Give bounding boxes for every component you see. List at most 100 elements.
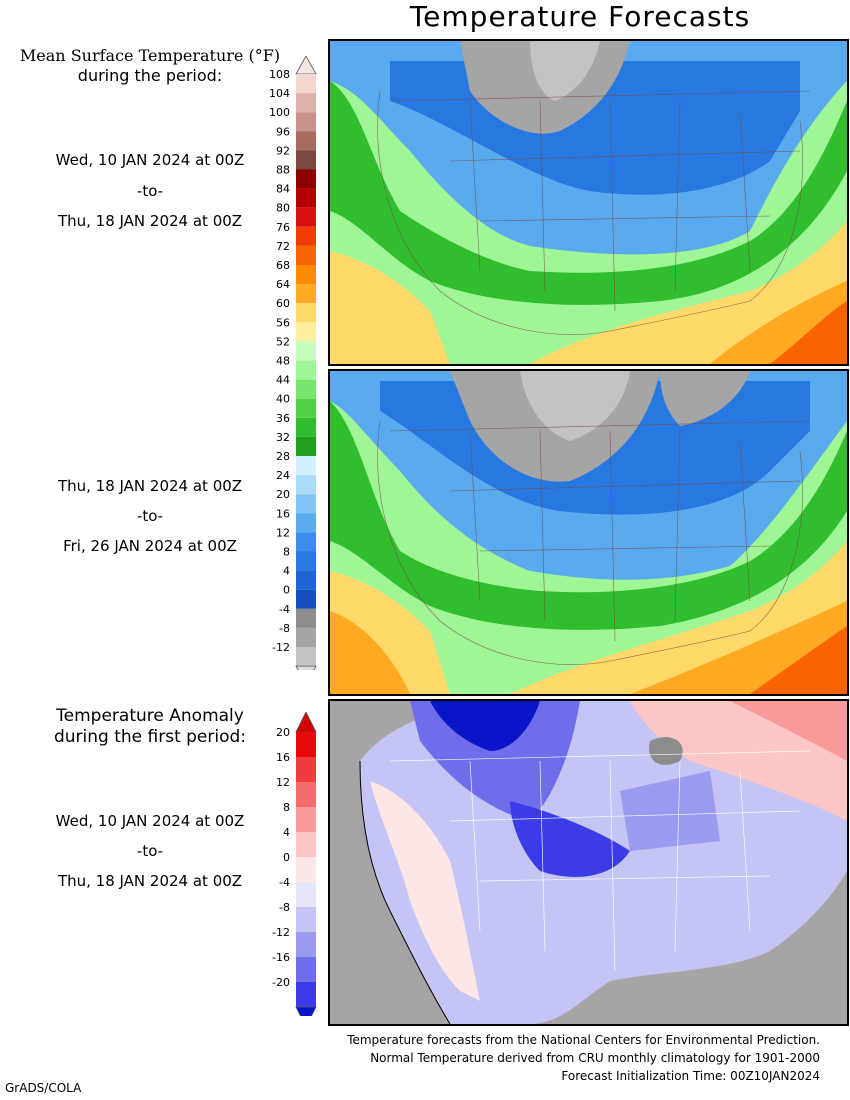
mean-temp-colorbar-bottom-arrow xyxy=(295,665,317,670)
mean-temp-colorbar-swatch xyxy=(296,647,316,667)
mean-temp-heading: Mean Surface Temperature (°F) xyxy=(19,46,281,65)
mean-temp-colorbar-tick-label: 72 xyxy=(276,240,290,253)
mean-temp-colorbar-tick-label: 28 xyxy=(276,450,290,463)
mean-temp-colorbar-swatch xyxy=(296,131,316,151)
mean-temp-colorbar-swatch xyxy=(296,150,316,170)
anomaly-colorbar-swatch xyxy=(296,957,316,982)
mean-temp-colorbar-tick-label: 68 xyxy=(276,259,290,272)
mean-temp-colorbar-swatch xyxy=(296,245,316,265)
mean-temp-colorbar-swatch xyxy=(296,112,316,132)
mean-temp-colorbar-swatch xyxy=(296,494,316,514)
mean-temp-colorbar-swatch xyxy=(296,322,316,342)
mean-temp-colorbar-swatch xyxy=(296,570,316,590)
mean-temp-colorbar-swatch xyxy=(296,93,316,113)
mean-temp-colorbar-swatch xyxy=(296,532,316,552)
anomaly-colorbar-swatch xyxy=(296,982,316,1007)
mean-temp-colorbar-tick-label: 104 xyxy=(269,87,290,100)
mean-temp-colorbar-tick-label: -8 xyxy=(279,622,290,635)
period1-start: Wed, 10 JAN 2024 at 00Z xyxy=(55,151,245,169)
mean-temp-colorbar-swatch xyxy=(296,627,316,647)
mean-temp-colorbar-tick-label: 84 xyxy=(276,183,290,196)
page-title: Temperature Forecasts xyxy=(409,0,751,33)
mean-temp-colorbar-tick-label: 20 xyxy=(276,488,290,501)
mean-temp-colorbar-swatch xyxy=(296,284,316,304)
mean-temp-colorbar-swatch xyxy=(296,265,316,285)
mean-temp-colorbar-tick-label: 24 xyxy=(276,469,290,482)
anomaly-colorbar-swatch xyxy=(296,882,316,907)
anomaly-colorbar-swatch xyxy=(296,932,316,957)
mean-temp-colorbar-tick-label: -12 xyxy=(272,641,290,654)
anomaly-colorbar-swatch xyxy=(296,857,316,882)
footer-line2: Normal Temperature derived from CRU mont… xyxy=(370,1051,820,1065)
period2-sep: -to- xyxy=(136,507,164,525)
mean-temp-colorbar-swatch xyxy=(296,417,316,437)
mean-temp-colorbar-swatch xyxy=(296,207,316,227)
anomaly-colorbar-swatch xyxy=(296,907,316,932)
anomaly-colorbar-tick-label: 20 xyxy=(276,726,290,739)
anomaly-colorbar-tick-label: -8 xyxy=(279,901,290,914)
mean-temp-colorbar-tick-label: 40 xyxy=(276,393,290,406)
mean-temp-colorbar-swatch xyxy=(296,341,316,361)
mean-temp-colorbar-tick-label: 52 xyxy=(276,335,290,348)
footer-line1: Temperature forecasts from the National … xyxy=(347,1033,820,1047)
anomaly-colorbar-swatch xyxy=(296,832,316,857)
mean-temp-colorbar-swatch xyxy=(296,551,316,571)
mean-temp-colorbar-tick-label: 60 xyxy=(276,297,290,310)
mean-temp-colorbar-swatch xyxy=(296,608,316,628)
anomaly-colorbar-tick-label: 12 xyxy=(276,776,290,789)
mean-temp-colorbar-swatch xyxy=(296,513,316,533)
anomaly-colorbar-swatch xyxy=(296,732,316,757)
mean-temp-colorbar-swatch xyxy=(296,436,316,456)
mean-temp-colorbar-tick-label: 108 xyxy=(269,68,290,81)
mean-temp-colorbar-tick-label: 16 xyxy=(276,507,290,520)
period3-end: Thu, 18 JAN 2024 at 00Z xyxy=(57,872,243,890)
mean-temp-colorbar-swatch xyxy=(296,398,316,418)
mean-temp-colorbar-swatch xyxy=(296,74,316,94)
mean-temp-colorbar-top-arrow xyxy=(295,56,317,75)
anomaly-colorbar-swatch xyxy=(296,807,316,832)
anomaly-colorbar-tick-label: -4 xyxy=(279,876,290,889)
mean-temp-colorbar-tick-label: 8 xyxy=(283,546,290,559)
mean-temp-colorbar-swatch xyxy=(296,169,316,189)
anomaly-map-graphic xyxy=(330,701,847,1024)
mean-temp-colorbar-tick-label: 48 xyxy=(276,355,290,368)
forecast-map-period1 xyxy=(328,39,849,366)
software-credit: GrADS/COLA xyxy=(5,1081,82,1095)
footer-line3: Forecast Initialization Time: 00Z10JAN20… xyxy=(561,1069,820,1083)
mean-temp-colorbar-tick-label: 56 xyxy=(276,316,290,329)
period2-start: Thu, 18 JAN 2024 at 00Z xyxy=(57,477,243,495)
mean-temp-colorbar-tick-label: 12 xyxy=(276,526,290,539)
anomaly-colorbar-tick-label: -16 xyxy=(272,951,290,964)
mean-temp-colorbar-swatch xyxy=(296,456,316,476)
period1-sep: -to- xyxy=(136,182,164,200)
anomaly-colorbar-tick-label: -20 xyxy=(272,976,290,989)
mean-temp-colorbar-tick-label: 80 xyxy=(276,202,290,215)
mean-temp-colorbar-swatch xyxy=(296,360,316,380)
anomaly-colorbar-bottom-arrow xyxy=(295,1006,317,1016)
anomaly-colorbar-swatch xyxy=(296,757,316,782)
mean-temp-colorbar-tick-label: 32 xyxy=(276,431,290,444)
forecast-map-period2-graphic xyxy=(330,371,847,694)
mean-temp-subheading: during the period: xyxy=(77,66,223,85)
mean-temp-colorbar-swatch xyxy=(296,475,316,495)
anomaly-colorbar-tick-label: 4 xyxy=(283,826,290,839)
mean-temp-colorbar-swatch xyxy=(296,226,316,246)
mean-temp-colorbar-tick-label: 96 xyxy=(276,125,290,138)
mean-temp-colorbar-tick-label: -4 xyxy=(279,603,290,616)
mean-temp-colorbar-swatch xyxy=(296,379,316,399)
anomaly-colorbar-swatch xyxy=(296,782,316,807)
anomaly-map xyxy=(328,699,849,1026)
mean-temp-colorbar: 1081041009692888480767268646056524844403… xyxy=(269,56,317,670)
period2-end: Fri, 26 JAN 2024 at 00Z xyxy=(63,537,237,555)
mean-temp-colorbar-tick-label: 100 xyxy=(269,106,290,119)
mean-temp-colorbar-swatch xyxy=(296,589,316,609)
anomaly-heading: Temperature Anomaly xyxy=(56,706,244,726)
mean-temp-colorbar-tick-label: 0 xyxy=(283,584,290,597)
forecast-map-period2 xyxy=(328,369,849,696)
period1-end: Thu, 18 JAN 2024 at 00Z xyxy=(57,212,243,230)
anomaly-colorbar-tick-label: 16 xyxy=(276,751,290,764)
mean-temp-colorbar-tick-label: 92 xyxy=(276,144,290,157)
anomaly-colorbar-tick-label: -12 xyxy=(272,926,290,939)
mean-temp-colorbar-tick-label: 76 xyxy=(276,221,290,234)
mean-temp-colorbar-swatch xyxy=(296,188,316,208)
